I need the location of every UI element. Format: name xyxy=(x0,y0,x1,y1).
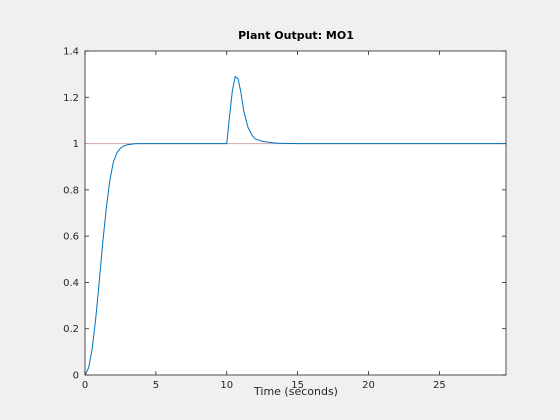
x-tick-label: 10 xyxy=(220,380,233,391)
y-tick-label: 1.2 xyxy=(63,93,79,104)
y-tick-label: 0.8 xyxy=(63,185,79,196)
output-series-line xyxy=(84,75,506,376)
plot-area xyxy=(85,51,506,375)
y-tick-label: 0 xyxy=(73,371,79,382)
x-axis-label: Time (seconds) xyxy=(253,385,338,398)
chart-title: Plant Output: MO1 xyxy=(238,29,354,42)
y-tick-label: 0.4 xyxy=(63,278,79,289)
x-tick-label: 0 xyxy=(82,380,88,391)
x-tick-label: 5 xyxy=(153,380,159,391)
y-tick-label: 0.6 xyxy=(63,232,79,243)
x-tick-label: 15 xyxy=(291,380,304,391)
x-tick-label: 25 xyxy=(433,380,446,391)
y-tick-label: 1 xyxy=(73,139,79,150)
lines-layer xyxy=(84,75,506,376)
x-tick-label: 20 xyxy=(362,380,375,391)
axes-box xyxy=(84,50,507,376)
y-tick-label: 0.2 xyxy=(63,324,79,335)
y-tick-label: 1.4 xyxy=(63,47,79,58)
ticks-layer: 0 5 10 15 20 25 0 0.2 0.4 0.6 0.8 1 1.2 1.4 xyxy=(63,47,506,391)
